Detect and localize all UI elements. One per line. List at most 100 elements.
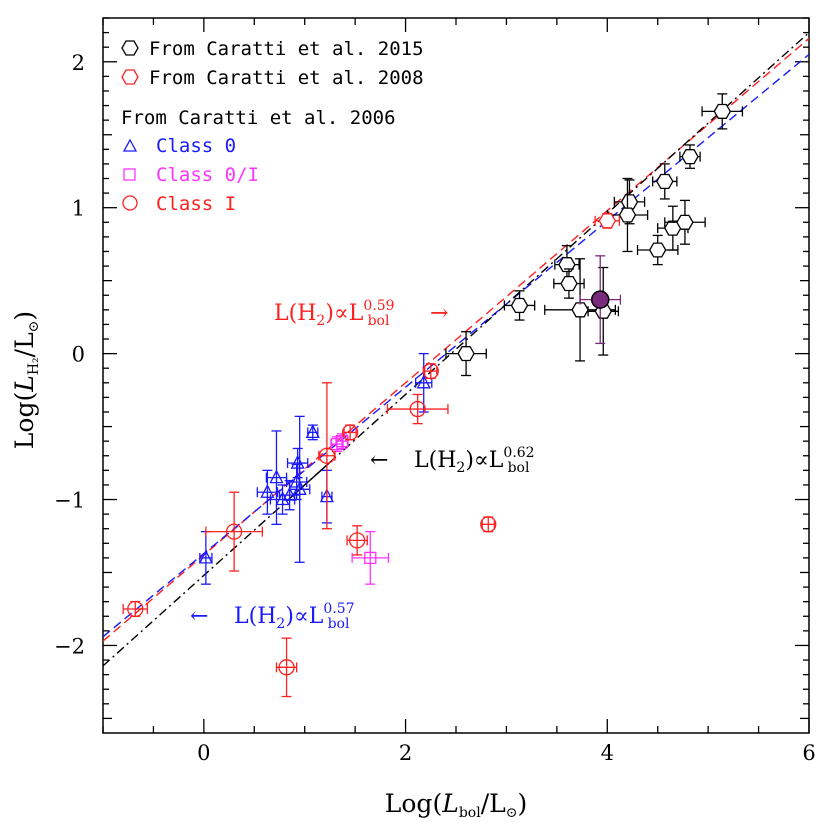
circle-marker [278, 659, 295, 676]
hexagon-marker [510, 297, 529, 314]
series-circle [122, 362, 497, 698]
triangle-marker [260, 483, 275, 498]
square-marker [364, 551, 377, 565]
circle-marker [318, 447, 336, 464]
hexagon-marker [560, 275, 578, 292]
data-points [122, 93, 744, 698]
annotation-fit062-arrow-icon: ← [370, 448, 388, 473]
series-hexagon [445, 93, 744, 377]
annotation-fit057-arrow-icon: ← [190, 604, 208, 629]
hexagon-marker [656, 173, 674, 190]
data-point [265, 430, 288, 525]
annotation-fit062-text: L(H2)∝L0.62 bol [414, 445, 535, 476]
legend-label-2008: From Caratti et al. 2008 [149, 67, 424, 89]
annotation-fit059: L(H2)∝L0.59 bol → [274, 298, 448, 329]
triangle-marker [282, 486, 297, 501]
circle-marker [127, 600, 144, 618]
data-point [544, 258, 617, 362]
series-hexagon [594, 212, 621, 229]
circle-marker [480, 516, 497, 533]
filled-circle-marker [590, 290, 610, 309]
legend-label-classI: Class I [156, 193, 236, 215]
hexagon-marker [618, 207, 637, 223]
annotation-fit059-text: L(H2)∝L0.59 bol [274, 298, 395, 329]
circle-marker [349, 532, 366, 549]
data-point [346, 525, 368, 556]
y-tick-label: 0 [72, 343, 85, 367]
legend-hexagon-black-icon [121, 40, 139, 56]
hexagon-marker [713, 103, 732, 119]
annotation-fit057: ← L(H2)∝L0.57 bol [190, 601, 355, 632]
x-tick-label: 0 [197, 741, 210, 765]
triangle-marker [292, 480, 307, 495]
data-point [606, 177, 649, 253]
hexagon-marker [681, 149, 699, 165]
circle-marker [225, 523, 243, 540]
data-point [286, 447, 309, 479]
data-point [503, 290, 536, 321]
hexagon-marker [620, 194, 639, 210]
fit-line [103, 32, 809, 667]
data-point [594, 212, 621, 229]
annotation-fit059-arrow-icon: → [430, 301, 448, 326]
legend-label-class0I: Class 0/I [156, 164, 259, 186]
data-point [351, 530, 390, 585]
y-axis-title: Log(LH₂/L⊙) [10, 311, 42, 449]
data-point [386, 393, 449, 425]
legend-circle-icon [122, 195, 138, 211]
data-point [275, 637, 298, 698]
legend-triangle-icon [122, 138, 138, 152]
data-point [198, 530, 213, 585]
hexagon-marker [558, 257, 576, 273]
data-point [553, 268, 585, 299]
x-tick-label: 4 [601, 741, 614, 765]
data-point [305, 423, 320, 441]
y-tick-label: −1 [54, 489, 85, 513]
triangle-marker [305, 423, 320, 439]
hexagon-marker [648, 242, 667, 258]
y-tick-label: −2 [54, 634, 85, 658]
circle-marker [409, 400, 426, 418]
x-tick-label: 6 [802, 741, 815, 765]
hexagon-marker [457, 346, 475, 362]
x-tick-label: 2 [399, 741, 412, 765]
x-axis-title: Log(Lbol/L⊙) [385, 789, 527, 821]
series-triangle [198, 352, 433, 585]
annotation-fit062: ← L(H2)∝L0.62 bol [370, 445, 535, 476]
data-point [587, 266, 620, 356]
hexagon-marker [571, 302, 589, 318]
square-marker [335, 435, 349, 448]
hexagon-marker [598, 213, 617, 229]
legend-square-icon [123, 168, 136, 181]
legend: From Caratti et al. 2015 From Caratti et… [121, 38, 424, 215]
data-point [679, 144, 701, 169]
data-point [318, 382, 336, 530]
triangle-marker [416, 374, 431, 389]
axis-ticks [102, 17, 810, 733]
data-point [122, 600, 149, 618]
y-tick-labels: −2 −1 0 1 2 [54, 51, 85, 659]
triangle-marker [290, 454, 305, 469]
y-tick-label: 1 [72, 197, 85, 221]
circle-marker [341, 424, 359, 441]
data-point [422, 362, 439, 380]
triangle-marker [269, 469, 284, 484]
data-point [652, 163, 678, 200]
data-point [205, 491, 264, 572]
data-point [664, 199, 706, 245]
data-point [480, 516, 497, 533]
x-tick-labels: 0 2 4 6 [197, 741, 816, 765]
data-point [341, 424, 359, 441]
series-filled-circle [579, 255, 622, 345]
legend-hexagon-red-icon [121, 69, 139, 85]
data-point [335, 433, 349, 450]
annotation-fit057-text: L(H2)∝L0.57 bol [234, 601, 355, 632]
data-point [701, 93, 744, 130]
legend-label-class0: Class 0 [156, 135, 236, 157]
y-tick-label: 2 [72, 51, 85, 75]
data-point [288, 415, 311, 563]
hexagon-marker [676, 214, 694, 230]
data-point [415, 352, 433, 413]
legend-label-2006: From Caratti et al. 2006 [121, 107, 396, 129]
